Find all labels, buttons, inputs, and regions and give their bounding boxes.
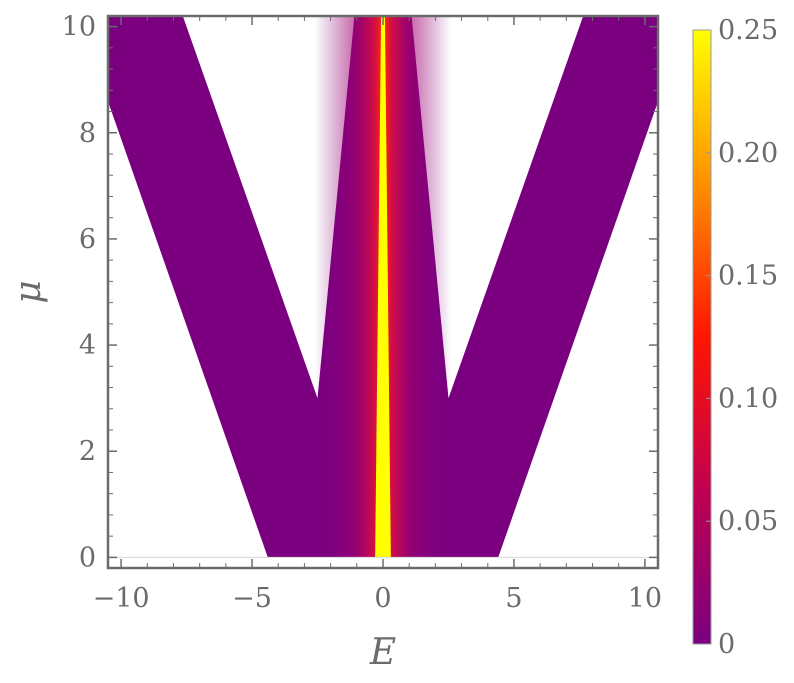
y-tick-label: 0 [79,542,96,573]
y-axis-ticks [108,25,658,559]
central-peak-line [375,16,391,558]
colorbar-tick-label: 0.25 [718,15,778,46]
colorbar-tick-label: 0.15 [718,261,778,292]
x-tick-label: 10 [628,583,662,614]
plot-area [108,16,658,558]
colorbar-tick-label: 0.10 [718,383,778,414]
colorbar-tick-labels: 0 0.05 0.10 0.15 0.20 0.25 [718,15,778,660]
y-tick-label: 2 [79,436,96,467]
colorbar-ticks [706,29,711,645]
colorbar-tick-label: 0.05 [718,506,778,537]
y-axis-title: μ [8,280,49,303]
x-axis-tick-labels: −10 −5 0 5 10 [93,583,662,614]
x-tick-label: −5 [232,583,272,614]
colorbar: 0 0.05 0.10 0.15 0.20 0.25 [692,15,778,660]
x-axis-title: E [369,632,396,673]
colorbar-tick-label: 0 [718,629,735,660]
x-tick-label: 0 [374,583,391,614]
colorbar-tick-label: 0.20 [718,138,778,169]
x-axis-ticks [120,16,646,568]
x-tick-label: 5 [505,583,522,614]
y-tick-label: 4 [79,330,96,361]
y-axis-tick-labels: 0 2 4 6 8 10 [62,12,96,574]
x-tick-label: −10 [93,583,150,614]
colorbar-fill [692,29,712,645]
y-tick-label: 6 [79,224,96,255]
y-tick-label: 10 [62,12,96,43]
y-tick-label: 8 [79,118,96,149]
